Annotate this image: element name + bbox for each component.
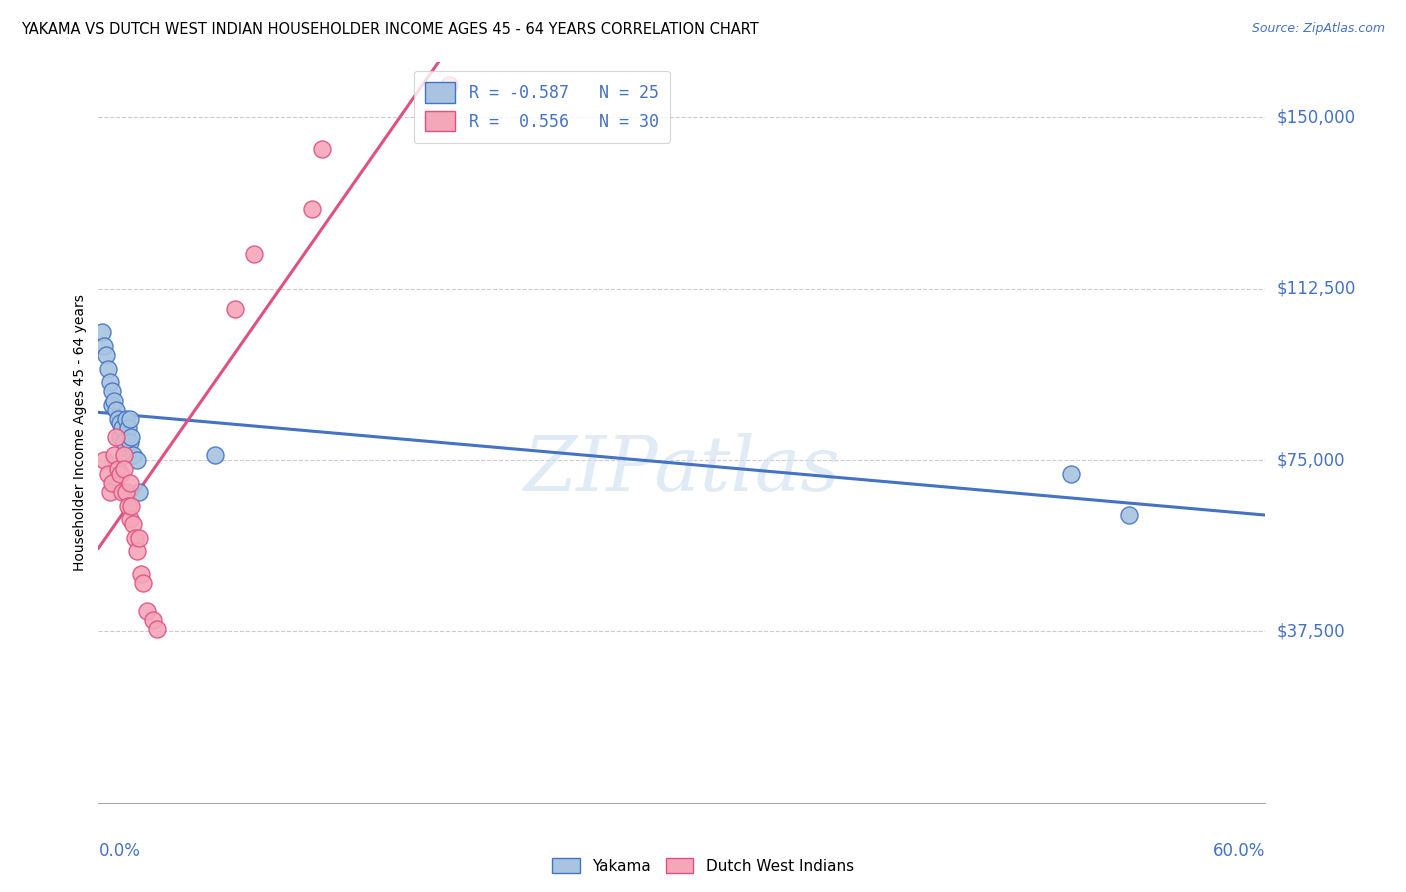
- Point: [127, 544, 149, 558]
- Text: 0.0%: 0.0%: [98, 842, 141, 860]
- Point: [98, 376, 121, 390]
- Text: ZIPatlas: ZIPatlas: [523, 433, 841, 507]
- Point: [111, 421, 134, 435]
- Point: [124, 531, 146, 545]
- Y-axis label: Householder Income Ages 45 - 64 years: Householder Income Ages 45 - 64 years: [73, 294, 87, 571]
- Point: [117, 421, 139, 435]
- Point: [97, 467, 120, 481]
- Point: [108, 467, 131, 481]
- Point: [118, 512, 141, 526]
- Point: [107, 412, 129, 426]
- Point: [93, 453, 115, 467]
- Point: [132, 576, 155, 591]
- Point: [301, 202, 323, 216]
- Point: [118, 475, 141, 490]
- Point: [114, 412, 136, 426]
- Point: [121, 430, 143, 444]
- Point: [204, 449, 226, 463]
- Point: [103, 393, 125, 408]
- Point: [101, 398, 124, 412]
- Point: [103, 449, 125, 463]
- Point: [122, 449, 145, 463]
- Point: [121, 499, 143, 513]
- Text: $37,500: $37,500: [1277, 623, 1346, 640]
- Point: [224, 302, 246, 317]
- Legend: R = -0.587   N = 25, R =  0.556   N = 30: R = -0.587 N = 25, R = 0.556 N = 30: [413, 70, 671, 143]
- Point: [108, 417, 131, 431]
- Point: [112, 462, 135, 476]
- Text: YAKAMA VS DUTCH WEST INDIAN HOUSEHOLDER INCOME AGES 45 - 64 YEARS CORRELATION CH: YAKAMA VS DUTCH WEST INDIAN HOUSEHOLDER …: [21, 22, 759, 37]
- Point: [1060, 467, 1083, 481]
- Point: [101, 384, 124, 399]
- Point: [127, 453, 149, 467]
- Point: [112, 434, 135, 449]
- Point: [104, 402, 127, 417]
- Point: [311, 142, 333, 156]
- Text: 60.0%: 60.0%: [1213, 842, 1265, 860]
- Point: [96, 348, 118, 362]
- Point: [128, 531, 150, 545]
- Point: [118, 412, 141, 426]
- Point: [97, 361, 120, 376]
- Point: [111, 485, 134, 500]
- Text: Source: ZipAtlas.com: Source: ZipAtlas.com: [1251, 22, 1385, 36]
- Point: [129, 567, 152, 582]
- Point: [142, 613, 165, 627]
- Point: [1118, 508, 1140, 522]
- Point: [107, 462, 129, 476]
- Point: [101, 475, 124, 490]
- Point: [91, 325, 114, 339]
- Legend: Yakama, Dutch West Indians: Yakama, Dutch West Indians: [546, 852, 860, 880]
- Point: [122, 516, 145, 531]
- Point: [104, 430, 127, 444]
- Text: $150,000: $150,000: [1277, 108, 1355, 127]
- Text: $75,000: $75,000: [1277, 451, 1346, 469]
- Point: [114, 485, 136, 500]
- Point: [108, 430, 131, 444]
- Point: [437, 78, 460, 93]
- Point: [136, 604, 159, 618]
- Text: $112,500: $112,500: [1277, 280, 1355, 298]
- Point: [93, 339, 115, 353]
- Point: [118, 434, 141, 449]
- Point: [98, 485, 121, 500]
- Point: [112, 449, 135, 463]
- Point: [243, 247, 266, 261]
- Point: [117, 499, 139, 513]
- Point: [146, 622, 169, 636]
- Point: [128, 485, 150, 500]
